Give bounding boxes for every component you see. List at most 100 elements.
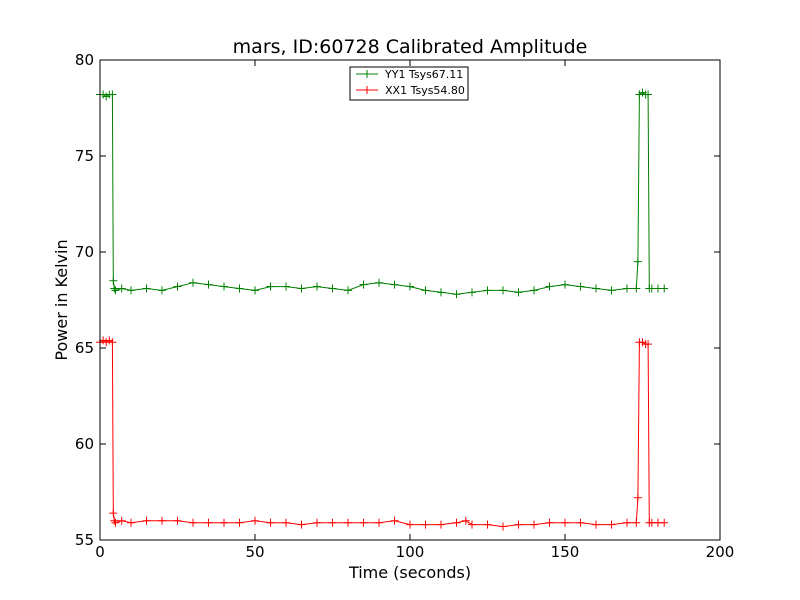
data-point-yy1 xyxy=(344,286,352,295)
legend-box xyxy=(349,66,469,101)
data-point-yy1 xyxy=(235,284,244,293)
x-tick-label: 100 xyxy=(396,543,425,561)
data-point-xx1 xyxy=(109,509,118,518)
data-point-xx1 xyxy=(644,340,653,349)
series-layer xyxy=(96,88,669,531)
data-point-xx1 xyxy=(390,516,399,525)
data-point-yy1 xyxy=(499,286,507,295)
data-point-xx1 xyxy=(633,493,642,502)
data-point-yy1 xyxy=(607,286,616,295)
data-point-yy1 xyxy=(437,288,445,297)
data-point-yy1 xyxy=(173,282,182,291)
legend: YY1 Tsys67.11 XX1 Tsys54.80 xyxy=(349,66,469,101)
data-point-yy1 xyxy=(204,280,213,289)
series-xx1 xyxy=(96,336,669,531)
data-point-xx1 xyxy=(111,518,120,527)
data-point-yy1 xyxy=(117,284,126,293)
data-point-yy1 xyxy=(158,286,166,295)
series-yy1 xyxy=(96,88,669,299)
data-point-xx1 xyxy=(660,518,669,527)
y-tick-label: 75 xyxy=(75,147,94,165)
y-tick-label: 60 xyxy=(75,435,94,453)
x-tick-label: 200 xyxy=(706,543,735,561)
data-point-xx1 xyxy=(406,520,414,529)
data-point-xx1 xyxy=(251,516,259,525)
data-point-xx1 xyxy=(592,520,600,529)
data-point-yy1 xyxy=(359,280,368,289)
data-point-yy1 xyxy=(251,286,259,295)
data-point-yy1 xyxy=(421,286,430,295)
data-point-xx1 xyxy=(576,518,585,527)
data-point-yy1 xyxy=(142,284,151,293)
data-point-yy1 xyxy=(108,90,117,99)
data-point-xx1 xyxy=(110,516,119,525)
data-point-yy1 xyxy=(514,288,523,297)
data-point-xx1 xyxy=(483,520,492,529)
data-point-yy1 xyxy=(110,284,119,293)
data-point-xx1 xyxy=(499,522,507,531)
data-point-xx1 xyxy=(530,520,538,529)
data-point-yy1 xyxy=(660,284,669,293)
data-point-yy1 xyxy=(530,286,538,295)
data-point-xx1 xyxy=(266,518,275,527)
data-point-yy1 xyxy=(313,282,321,291)
data-point-xx1 xyxy=(461,516,470,525)
data-point-xx1 xyxy=(421,520,430,529)
legend-marker-yy1 xyxy=(363,70,371,78)
x-tick-label: 50 xyxy=(245,543,264,561)
data-point-yy1 xyxy=(644,90,653,99)
data-point-yy1 xyxy=(127,286,135,295)
data-point-xx1 xyxy=(189,518,197,527)
x-tick-label: 0 xyxy=(95,543,105,561)
legend-label-xx1: XX1 Tsys54.80 xyxy=(385,84,465,97)
data-point-yy1 xyxy=(297,284,306,293)
data-point-yy1 xyxy=(576,282,585,291)
data-point-xx1 xyxy=(514,520,523,529)
data-point-xx1 xyxy=(313,518,321,527)
data-point-xx1 xyxy=(142,516,151,525)
data-point-xx1 xyxy=(108,338,117,347)
data-point-xx1 xyxy=(632,518,641,527)
data-point-xx1 xyxy=(220,518,228,527)
data-point-xx1 xyxy=(204,518,213,527)
chart-title: mars, ID:60728 Calibrated Amplitude xyxy=(233,36,588,58)
data-point-yy1 xyxy=(452,290,461,299)
data-point-xx1 xyxy=(359,518,368,527)
y-tick-label: 80 xyxy=(75,51,94,69)
y-tick-label: 65 xyxy=(75,339,94,357)
data-point-xx1 xyxy=(468,520,476,529)
data-point-yy1 xyxy=(623,284,631,293)
data-point-yy1 xyxy=(632,284,641,293)
data-point-yy1 xyxy=(109,276,118,285)
data-point-xx1 xyxy=(437,520,445,529)
data-point-yy1 xyxy=(561,280,569,289)
x-axis-label: Time (seconds) xyxy=(348,563,471,582)
data-point-xx1 xyxy=(375,518,383,527)
data-point-yy1 xyxy=(406,282,414,291)
data-point-xx1 xyxy=(452,518,461,527)
data-point-yy1 xyxy=(633,257,642,266)
data-point-xx1 xyxy=(173,516,182,525)
y-tick-label: 70 xyxy=(75,243,94,261)
data-point-xx1 xyxy=(344,518,352,527)
data-point-xx1 xyxy=(117,516,126,525)
y-tick-label: 55 xyxy=(75,531,94,549)
data-point-xx1 xyxy=(158,516,166,525)
legend-label-yy1: YY1 Tsys67.11 xyxy=(384,68,463,81)
ticks-layer: 0 50 100 150 200 55 60 65 70 75 80 xyxy=(75,51,734,561)
data-point-xx1 xyxy=(545,518,554,527)
data-point-xx1 xyxy=(623,518,631,527)
x-tick-label: 150 xyxy=(551,543,580,561)
series-line-yy1 xyxy=(100,92,665,295)
data-point-yy1 xyxy=(189,278,197,287)
data-point-yy1 xyxy=(592,284,600,293)
data-point-yy1 xyxy=(328,284,337,293)
data-point-xx1 xyxy=(127,518,135,527)
data-point-xx1 xyxy=(282,518,290,527)
data-point-xx1 xyxy=(561,518,569,527)
data-point-yy1 xyxy=(375,278,383,287)
data-point-yy1 xyxy=(282,282,290,291)
data-point-xx1 xyxy=(328,518,337,527)
data-point-xx1 xyxy=(297,520,306,529)
